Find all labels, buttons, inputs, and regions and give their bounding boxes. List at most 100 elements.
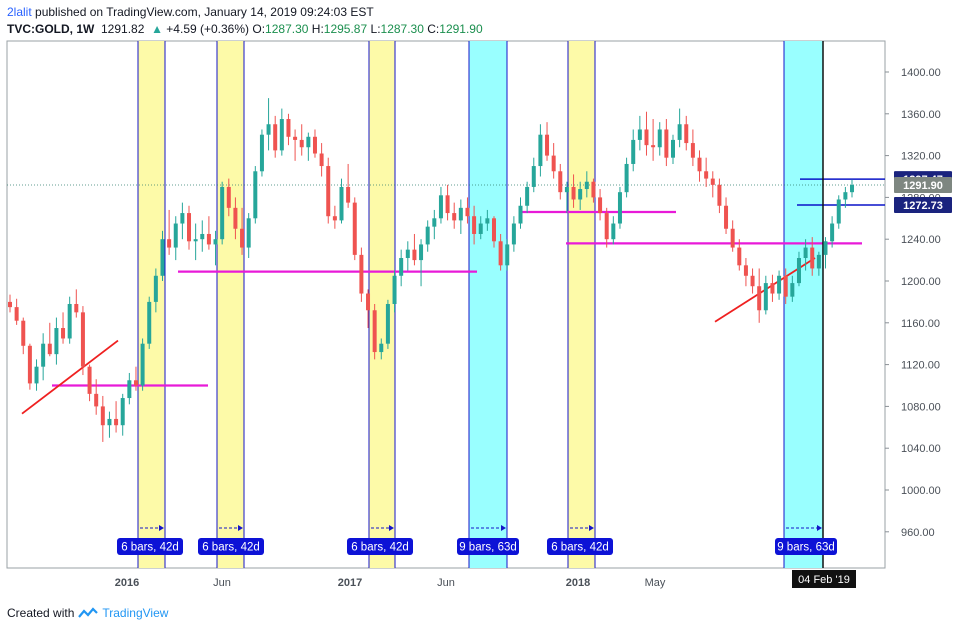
range-tag-label: 6 bars, 42d (121, 542, 179, 554)
candle-body (710, 178, 715, 185)
candle-body (339, 186, 344, 221)
open-label: O: (252, 22, 266, 36)
range-tag-bg (198, 538, 264, 555)
candle-body (180, 213, 185, 224)
candle-body (47, 343, 52, 355)
price-tag-bg (894, 196, 952, 213)
ohlc-header: TVC:GOLD, 1W 1291.82 ▲ +4.59 (+0.36%) O:… (7, 22, 483, 36)
range-tag-label: 6 bars, 42d (351, 542, 409, 554)
candle-body (511, 223, 516, 245)
candle-body (445, 195, 450, 214)
candle-body (379, 343, 384, 353)
candle-body (293, 136, 298, 140)
candle-body (491, 218, 496, 242)
range-arrow-icon (589, 525, 594, 531)
candle-body (803, 247, 808, 259)
candle-body (611, 223, 616, 240)
range-tag-label: 6 bars, 42d (202, 542, 260, 554)
candle-body (160, 239, 165, 276)
candle-body (286, 119, 291, 137)
candle-body (107, 418, 112, 426)
candle-body (571, 186, 576, 200)
candle-body (299, 139, 304, 148)
candle-body (233, 207, 238, 229)
range-tag-bg (117, 538, 183, 555)
candle-body (326, 166, 331, 217)
candle-body (41, 343, 46, 367)
candle-body (67, 303, 72, 339)
range-tags: 6 bars, 42d 6 bars, 42d 6 bars, 42d 9 bars,… (117, 538, 837, 555)
candle-body (498, 241, 503, 266)
tradingview-link[interactable]: TradingView (102, 606, 169, 620)
candle-body (757, 286, 762, 311)
candle-body (796, 258, 801, 284)
candle-body (777, 275, 782, 294)
candle-body (167, 239, 172, 248)
candle-body (843, 192, 848, 200)
range-tag-bg (547, 538, 613, 555)
candle-body (472, 216, 477, 234)
range-tag-bg (347, 538, 413, 555)
candle-body (478, 223, 483, 234)
candle-body (591, 181, 596, 198)
candle-body (127, 380, 132, 399)
candle-body (651, 145, 656, 148)
author-link[interactable]: 2lalit (7, 5, 32, 19)
candle-body (253, 171, 258, 219)
candle-body (147, 301, 152, 344)
publish-header: 2lalit published on TradingView.com, Jan… (7, 5, 374, 19)
candle-body (246, 218, 251, 248)
created-with-text: Created with (7, 606, 75, 620)
range-tag-label: 6 bars, 42d (551, 542, 609, 554)
candle-body (366, 293, 371, 311)
candle-body (790, 283, 795, 297)
candle-body (319, 153, 324, 167)
range-arrow-icon (817, 525, 822, 531)
candle-body (578, 189, 583, 200)
candle-body (671, 139, 675, 158)
candle-body (27, 345, 32, 384)
candle-body (637, 129, 642, 140)
candle-body (279, 119, 284, 151)
candle-body (74, 303, 79, 313)
open-value: 1287.30 (265, 22, 309, 36)
candle-body (816, 254, 821, 269)
y-tick-label: 1120.00 (901, 360, 940, 372)
y-tick-label: 1080.00 (901, 401, 941, 413)
y-tick-label: 1240.00 (901, 234, 941, 246)
price-axis[interactable]: 960.00 1000.00 1040.00 1080.00 1120.00 1160.0… (885, 67, 952, 539)
symbol-timeframe[interactable]: TVC:GOLD, 1W (7, 22, 95, 36)
date-range-bands (137, 41, 824, 568)
x-tick-label: 2016 (115, 577, 139, 589)
time-axis[interactable]: 2016 Jun 2017 Jun 2018 May 04 Feb '19 (115, 570, 856, 589)
candle-body (810, 247, 815, 269)
range-arrow-icon (159, 525, 164, 531)
candle-body (419, 244, 424, 261)
range-band (138, 41, 165, 568)
y-tick-label: 960.00 (901, 527, 935, 539)
candle-body (452, 213, 457, 221)
candle-body (100, 406, 105, 426)
price-tag-bg (894, 176, 952, 193)
range-arrow-icon (389, 525, 394, 531)
candle-body (505, 244, 510, 266)
range-arrow-icon (501, 525, 506, 531)
price-tag-label: 1272.73 (903, 200, 943, 212)
y-tick-label: 1000.00 (901, 485, 941, 497)
candle-body (704, 171, 709, 179)
price-tag-label: 1291.90 (903, 180, 943, 192)
candle-body (332, 216, 337, 221)
high-label: H: (311, 22, 324, 36)
x-tick-label: 2017 (338, 577, 362, 589)
candle-body (193, 239, 198, 242)
range-band (568, 41, 595, 568)
x-tick-label: Jun (213, 577, 231, 589)
candle-body (730, 228, 735, 248)
candle-body (438, 195, 443, 219)
cursor-date-label: 04 Feb '19 (798, 574, 850, 586)
range-tag-bg (457, 538, 519, 555)
candle-body (737, 247, 742, 266)
candle-body (624, 163, 629, 193)
low-label: L: (370, 22, 381, 36)
